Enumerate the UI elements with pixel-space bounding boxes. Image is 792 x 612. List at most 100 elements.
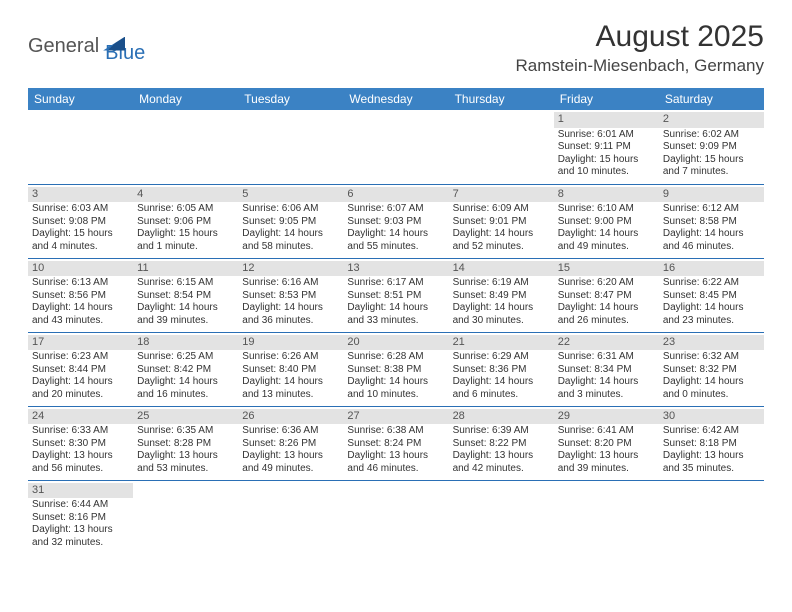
daylight-text: Daylight: 14 hours and 58 minutes. [242,228,339,253]
day-number: 22 [554,335,659,351]
calendar-cell: 2Sunrise: 6:02 AMSunset: 9:09 PMDaylight… [659,110,764,184]
sunset-text: Sunset: 9:06 PM [137,216,234,229]
sunrise-text: Sunrise: 6:36 AM [242,425,339,438]
sunrise-text: Sunrise: 6:09 AM [453,203,550,216]
daylight-text: Daylight: 14 hours and 43 minutes. [32,302,129,327]
calendar-cell: 17Sunrise: 6:23 AMSunset: 8:44 PMDayligh… [28,332,133,406]
day-number: 15 [554,261,659,277]
sunset-text: Sunset: 8:16 PM [32,512,129,525]
calendar-cell: . [343,110,448,184]
daylight-text: Daylight: 14 hours and 36 minutes. [242,302,339,327]
day-number: 9 [659,187,764,203]
sunset-text: Sunset: 8:30 PM [32,438,129,451]
daylight-text: Daylight: 13 hours and 39 minutes. [558,450,655,475]
daylight-text: Daylight: 14 hours and 55 minutes. [347,228,444,253]
daylight-text: Daylight: 14 hours and 20 minutes. [32,376,129,401]
day-number: 30 [659,409,764,425]
sunset-text: Sunset: 8:22 PM [453,438,550,451]
sunrise-text: Sunrise: 6:15 AM [137,277,234,290]
sunrise-text: Sunrise: 6:01 AM [558,129,655,142]
sunrise-text: Sunrise: 6:02 AM [663,129,760,142]
calendar-cell: 7Sunrise: 6:09 AMSunset: 9:01 PMDaylight… [449,184,554,258]
daylight-text: Daylight: 14 hours and 6 minutes. [453,376,550,401]
calendar-week-row: 3Sunrise: 6:03 AMSunset: 9:08 PMDaylight… [28,184,764,258]
day-number: 25 [133,409,238,425]
daylight-text: Daylight: 13 hours and 42 minutes. [453,450,550,475]
daylight-text: Daylight: 14 hours and 49 minutes. [558,228,655,253]
day-header: Monday [133,88,238,110]
day-number: 11 [133,261,238,277]
calendar-cell: 22Sunrise: 6:31 AMSunset: 8:34 PMDayligh… [554,332,659,406]
calendar-cell: . [343,480,448,554]
calendar-week-row: 17Sunrise: 6:23 AMSunset: 8:44 PMDayligh… [28,332,764,406]
calendar-cell: . [238,480,343,554]
daylight-text: Daylight: 13 hours and 46 minutes. [347,450,444,475]
daylight-text: Daylight: 13 hours and 32 minutes. [32,524,129,549]
day-number: 14 [449,261,554,277]
day-number: 29 [554,409,659,425]
calendar-week-row: 10Sunrise: 6:13 AMSunset: 8:56 PMDayligh… [28,258,764,332]
calendar-cell: 27Sunrise: 6:38 AMSunset: 8:24 PMDayligh… [343,406,448,480]
daylight-text: Daylight: 15 hours and 10 minutes. [558,154,655,179]
sunset-text: Sunset: 8:49 PM [453,290,550,303]
sunrise-text: Sunrise: 6:20 AM [558,277,655,290]
sunset-text: Sunset: 8:56 PM [32,290,129,303]
sunset-text: Sunset: 8:42 PM [137,364,234,377]
sunrise-text: Sunrise: 6:29 AM [453,351,550,364]
calendar-cell: 5Sunrise: 6:06 AMSunset: 9:05 PMDaylight… [238,184,343,258]
calendar-cell: 28Sunrise: 6:39 AMSunset: 8:22 PMDayligh… [449,406,554,480]
calendar-table: Sunday Monday Tuesday Wednesday Thursday… [28,88,764,554]
day-number: 8 [554,187,659,203]
sunset-text: Sunset: 8:24 PM [347,438,444,451]
calendar-week-row: 24Sunrise: 6:33 AMSunset: 8:30 PM Dayligh… [28,406,764,480]
calendar-cell: 18Sunrise: 6:25 AMSunset: 8:42 PMDayligh… [133,332,238,406]
day-number: 20 [343,335,448,351]
sunrise-text: Sunrise: 6:16 AM [242,277,339,290]
day-number: 24 [28,409,133,425]
day-number: 28 [449,409,554,425]
calendar-cell: . [659,480,764,554]
daylight-text: Daylight: 15 hours and 4 minutes. [32,228,129,253]
day-number: 6 [343,187,448,203]
sunset-text: Sunset: 9:11 PM [558,141,655,154]
day-header: Saturday [659,88,764,110]
sunrise-text: Sunrise: 6:28 AM [347,351,444,364]
daylight-text: Daylight: 14 hours and 13 minutes. [242,376,339,401]
sunset-text: Sunset: 8:58 PM [663,216,760,229]
sunset-text: Sunset: 9:03 PM [347,216,444,229]
month-title: August 2025 [516,20,764,54]
calendar-cell: 21Sunrise: 6:29 AMSunset: 8:36 PMDayligh… [449,332,554,406]
daylight-text: Daylight: 14 hours and 39 minutes. [137,302,234,327]
day-number: 31 [28,483,133,499]
sunrise-text: Sunrise: 6:07 AM [347,203,444,216]
day-number: 1 [554,112,659,128]
sunset-text: Sunset: 8:36 PM [453,364,550,377]
calendar-cell: 14Sunrise: 6:19 AMSunset: 8:49 PMDayligh… [449,258,554,332]
sunset-text: Sunset: 8:28 PM [137,438,234,451]
sunrise-text: Sunrise: 6:42 AM [663,425,760,438]
calendar-cell: 1Sunrise: 6:01 AMSunset: 9:11 PMDaylight… [554,110,659,184]
logo-text-general: General [28,35,99,58]
sunrise-text: Sunrise: 6:25 AM [137,351,234,364]
daylight-text: Daylight: 14 hours and 16 minutes. [137,376,234,401]
calendar-cell: 16Sunrise: 6:22 AMSunset: 8:45 PMDayligh… [659,258,764,332]
sunrise-text: Sunrise: 6:03 AM [32,203,129,216]
daylight-text: Daylight: 15 hours and 1 minute. [137,228,234,253]
day-number: 17 [28,335,133,351]
daylight-text: Daylight: 14 hours and 10 minutes. [347,376,444,401]
calendar-week-row: .....1Sunrise: 6:01 AMSunset: 9:11 PMDay… [28,110,764,184]
calendar-cell: 9Sunrise: 6:12 AMSunset: 8:58 PMDaylight… [659,184,764,258]
calendar-cell: . [554,480,659,554]
calendar-cell: 24Sunrise: 6:33 AMSunset: 8:30 PMDayligh… [28,406,133,480]
header: General Blue August 2025 Ramstein-Miesen… [28,20,764,76]
sunrise-text: Sunrise: 6:33 AM [32,425,129,438]
sunset-text: Sunset: 8:38 PM [347,364,444,377]
calendar-cell: 11Sunrise: 6:15 AMSunset: 8:54 PMDayligh… [133,258,238,332]
day-number: 12 [238,261,343,277]
calendar-cell: 10Sunrise: 6:13 AMSunset: 8:56 PMDayligh… [28,258,133,332]
day-header: Sunday [28,88,133,110]
day-number: 3 [28,187,133,203]
sunrise-text: Sunrise: 6:19 AM [453,277,550,290]
daylight-text: Daylight: 14 hours and 46 minutes. [663,228,760,253]
sunrise-text: Sunrise: 6:17 AM [347,277,444,290]
